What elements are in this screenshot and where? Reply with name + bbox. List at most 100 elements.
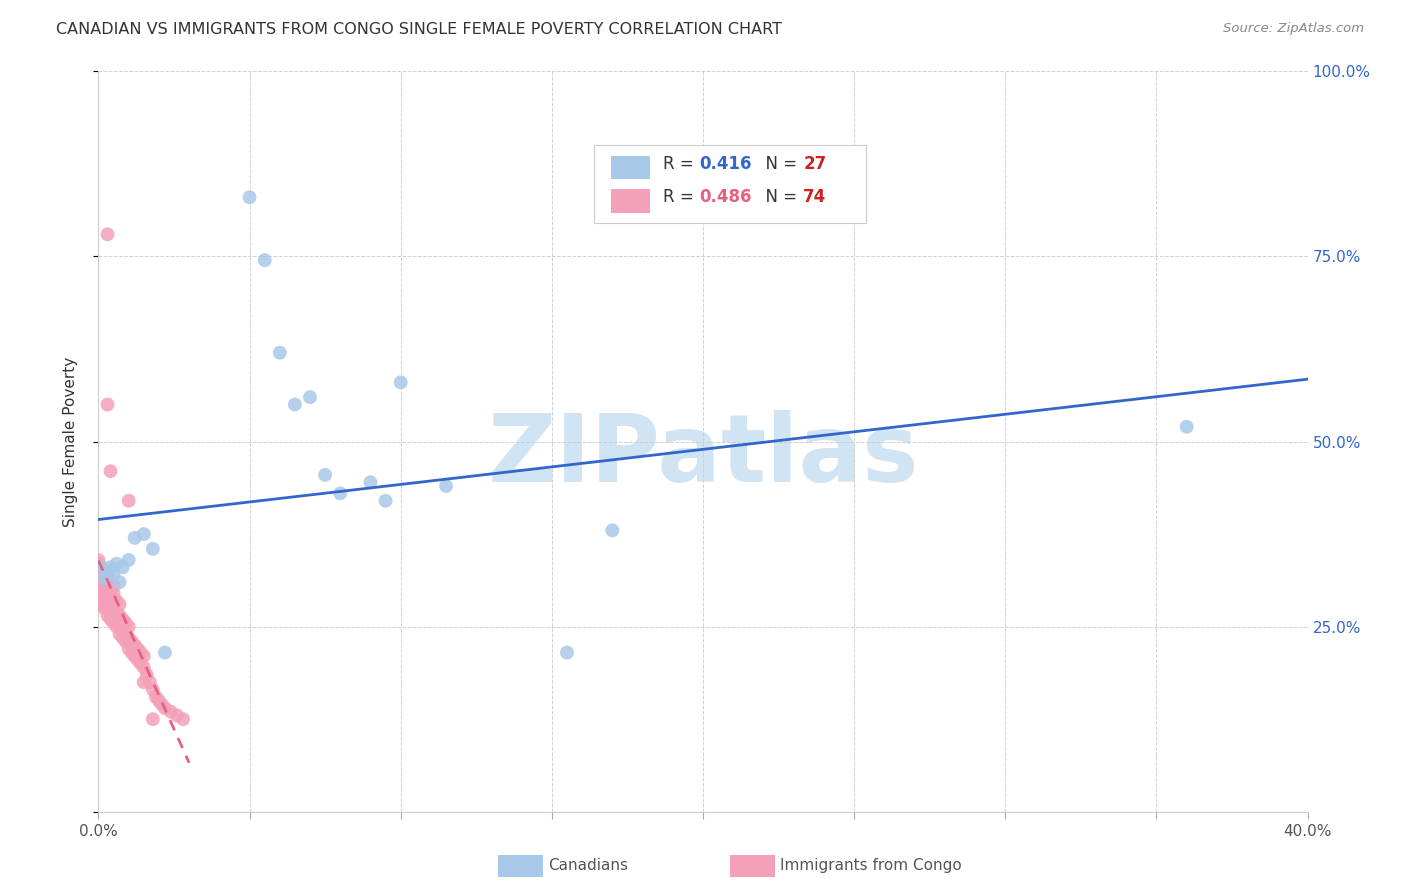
Point	[118, 631, 141, 645]
Point	[118, 553, 141, 567]
Point	[96, 579, 118, 593]
Point	[87, 557, 110, 571]
Point	[142, 712, 165, 726]
Text: N =: N =	[755, 188, 803, 206]
Text: Immigrants from Congo: Immigrants from Congo	[780, 858, 962, 872]
Point	[153, 646, 176, 660]
Point	[90, 560, 112, 574]
Point	[87, 572, 110, 586]
Point	[93, 575, 115, 590]
Point	[118, 619, 141, 633]
Point	[90, 586, 112, 600]
Point	[124, 638, 146, 652]
Point	[111, 631, 134, 645]
Point	[135, 667, 157, 681]
Text: 27: 27	[803, 155, 827, 173]
Point	[299, 390, 322, 404]
Point	[314, 467, 336, 482]
Point	[108, 615, 131, 630]
Point	[108, 575, 131, 590]
Point	[87, 564, 110, 578]
Point	[124, 531, 146, 545]
Point	[142, 682, 165, 697]
Text: N =: N =	[755, 155, 803, 173]
Point	[93, 572, 115, 586]
Point	[329, 486, 352, 500]
Point	[374, 493, 396, 508]
Point	[602, 524, 624, 538]
Point	[118, 641, 141, 656]
Point	[90, 564, 112, 578]
Point	[105, 605, 128, 619]
Point	[93, 572, 115, 586]
Point	[93, 601, 115, 615]
Point	[100, 612, 122, 626]
Point	[160, 705, 183, 719]
Point	[100, 590, 122, 604]
Point	[129, 646, 152, 660]
Point	[132, 660, 155, 674]
Point	[145, 690, 167, 704]
Point	[124, 649, 146, 664]
Point	[142, 541, 165, 556]
Point	[96, 227, 118, 242]
Point	[87, 575, 110, 590]
Text: R =: R =	[664, 188, 699, 206]
Point	[111, 612, 134, 626]
Point	[90, 579, 112, 593]
Point	[87, 582, 110, 597]
Point	[111, 619, 134, 633]
Text: R =: R =	[664, 155, 699, 173]
Point	[103, 598, 125, 612]
Point	[96, 564, 118, 578]
Point	[103, 586, 125, 600]
Text: CANADIAN VS IMMIGRANTS FROM CONGO SINGLE FEMALE POVERTY CORRELATION CHART: CANADIAN VS IMMIGRANTS FROM CONGO SINGLE…	[56, 22, 782, 37]
Point	[96, 398, 118, 412]
FancyBboxPatch shape	[595, 145, 866, 223]
Point	[96, 567, 118, 582]
Point	[555, 646, 578, 660]
Point	[105, 557, 128, 571]
Point	[114, 615, 136, 630]
Point	[100, 560, 122, 574]
Point	[148, 694, 170, 708]
Point	[90, 598, 112, 612]
Point	[93, 582, 115, 597]
Point	[87, 560, 110, 574]
Point	[103, 608, 125, 623]
Text: 0.486: 0.486	[699, 188, 752, 206]
FancyBboxPatch shape	[612, 156, 650, 179]
Point	[150, 698, 173, 712]
Point	[121, 646, 143, 660]
Point	[103, 579, 125, 593]
Point	[100, 575, 122, 590]
Point	[105, 619, 128, 633]
Point	[108, 608, 131, 623]
Point	[127, 653, 149, 667]
Point	[132, 527, 155, 541]
Point	[132, 675, 155, 690]
Point	[360, 475, 382, 490]
Point	[153, 701, 176, 715]
Point	[96, 608, 118, 623]
Text: 0.416: 0.416	[699, 155, 752, 173]
Point	[96, 572, 118, 586]
Point	[121, 634, 143, 648]
Point	[389, 376, 412, 390]
Point	[87, 553, 110, 567]
Point	[105, 593, 128, 607]
Point	[166, 708, 188, 723]
Point	[132, 649, 155, 664]
Point	[1175, 419, 1198, 434]
Point	[100, 464, 122, 478]
Point	[284, 398, 307, 412]
Text: Source: ZipAtlas.com: Source: ZipAtlas.com	[1223, 22, 1364, 36]
Text: ZIPatlas: ZIPatlas	[488, 410, 918, 502]
Point	[96, 598, 118, 612]
Point	[127, 641, 149, 656]
Point	[87, 567, 110, 582]
Point	[108, 627, 131, 641]
Text: 74: 74	[803, 188, 827, 206]
Point	[269, 345, 291, 359]
Y-axis label: Single Female Poverty: Single Female Poverty	[63, 357, 77, 526]
